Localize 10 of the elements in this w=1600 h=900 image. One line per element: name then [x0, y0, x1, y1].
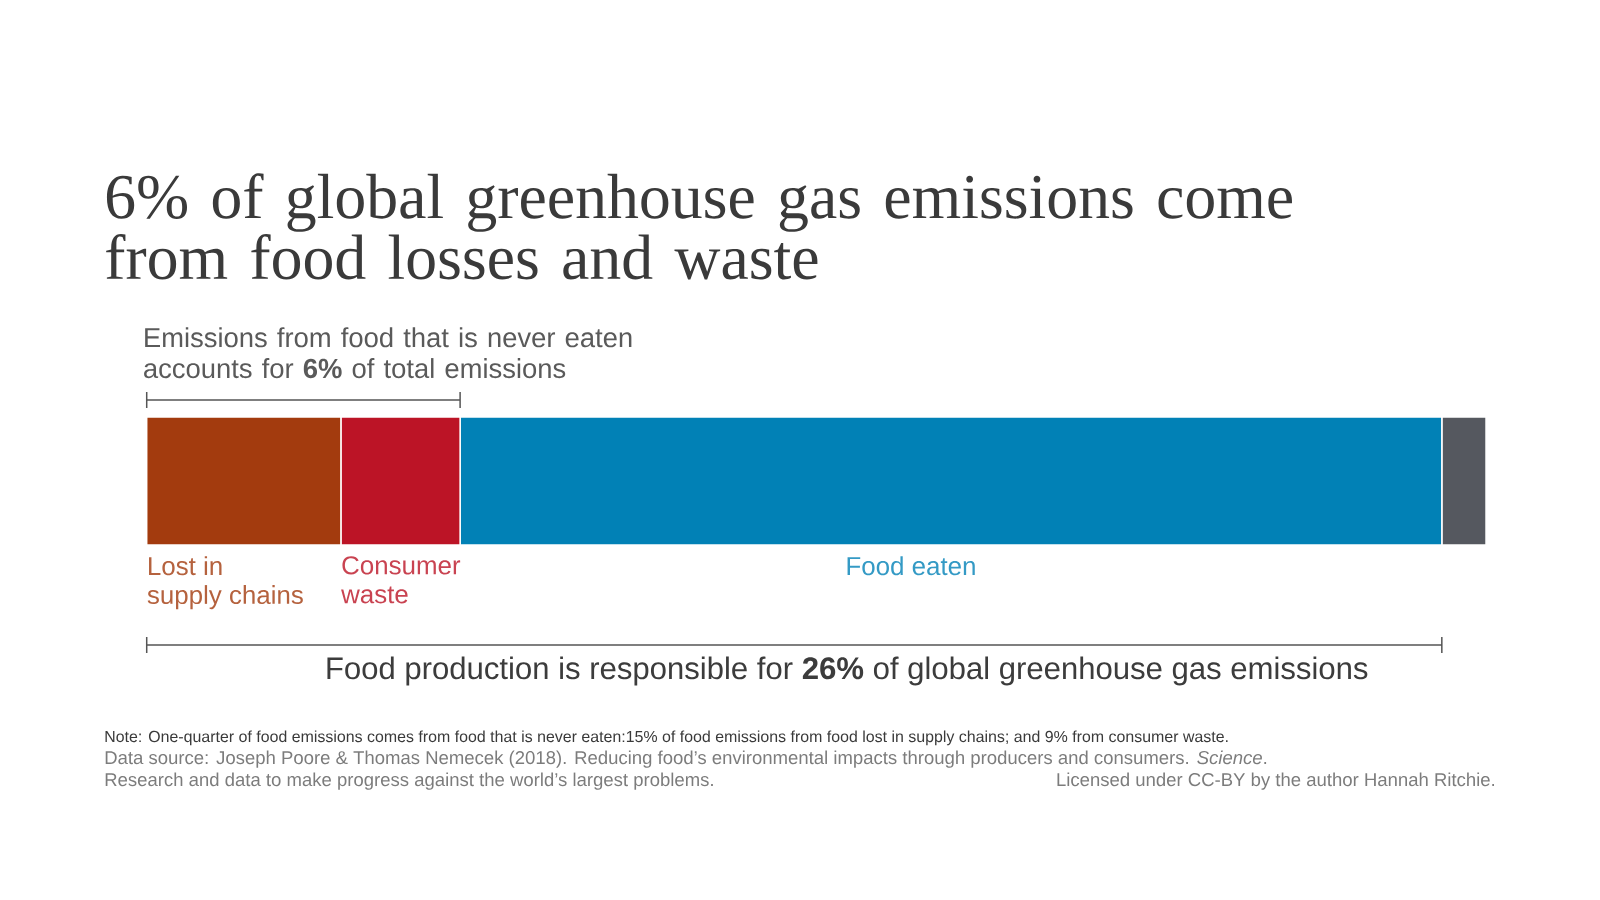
text: Food production is responsible for 26% of global greenhouse gas emissions — [327, 656, 1368, 686]
chart-title: 6% of global greenhouse gas emissions come from food losses and waste — [106, 173, 1292, 280]
text: Emissions from food that is never eaten accounts for 6% of total emissions — [144, 327, 632, 379]
text: Research and data to make progress against the world’s largest problems. — [105, 772, 713, 790]
text: Note: One-quarter of food emissions comes from food that is never eaten:15% of food emissions from food lost in supply chains; and 9% from consumer waste. — [105, 730, 1228, 746]
series-label: Lost in supply chains — [147, 556, 303, 610]
series-label: Food eaten — [847, 556, 975, 576]
source-note: Data source: Joseph Poore & Thomas Nemecek (2018). Reducing food’s environmental impacts through producers and consumers. Science. — [105, 750, 1267, 768]
series-label: Consumer waste — [341, 556, 461, 604]
text: Licensed under CC-BY by the author Hannah Ritchie. — [1057, 772, 1495, 790]
